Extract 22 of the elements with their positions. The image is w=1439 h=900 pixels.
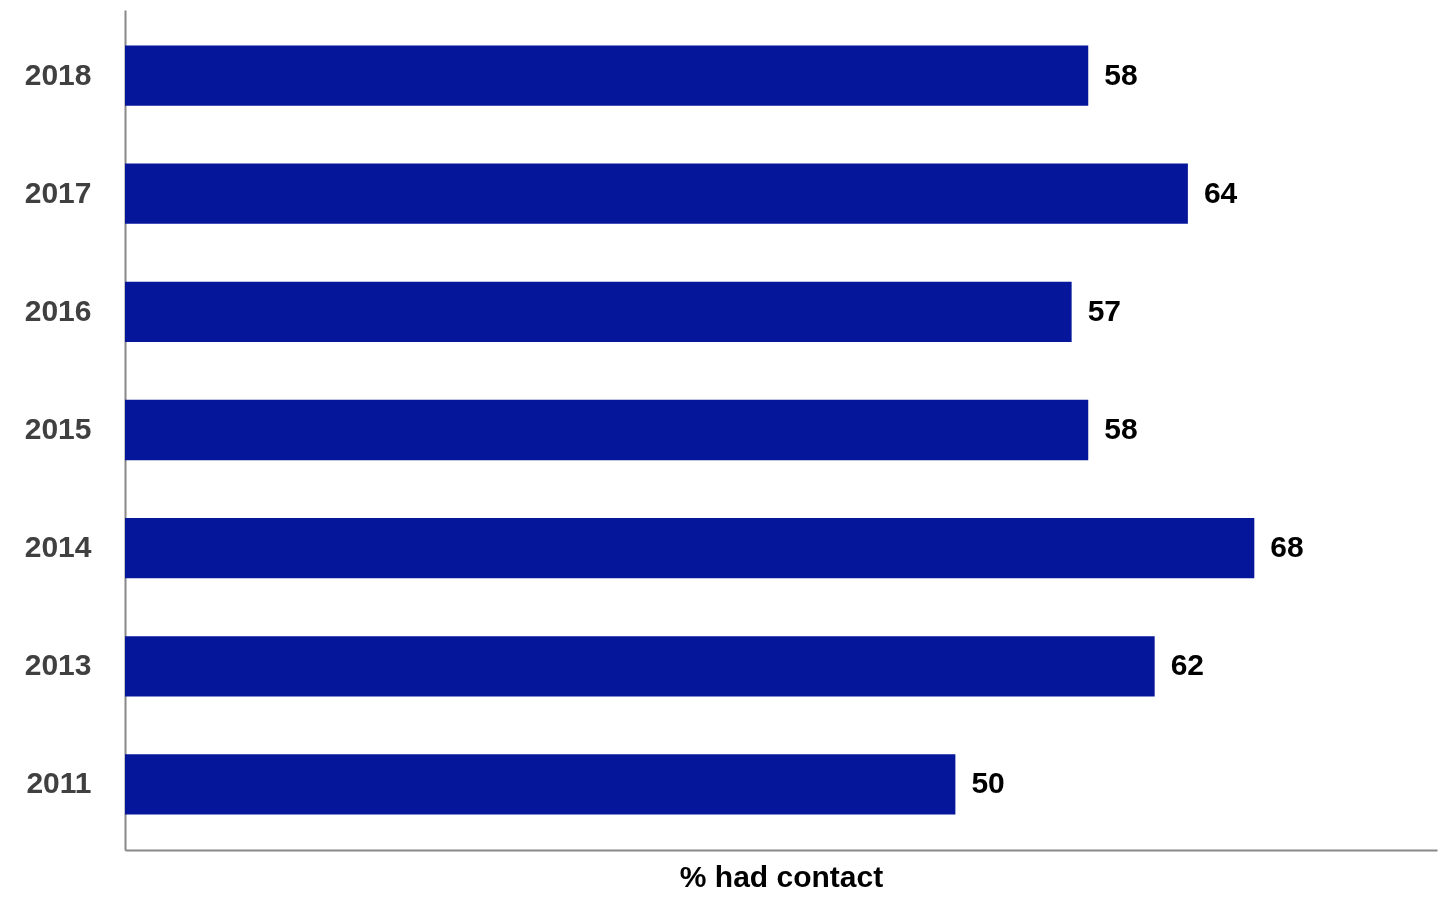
data-label: 50 bbox=[971, 766, 1005, 800]
y-tick-label: 2015 bbox=[24, 412, 92, 445]
data-label: 64 bbox=[1203, 175, 1238, 209]
y-tick-label: 2013 bbox=[24, 648, 92, 682]
data-label: 57 bbox=[1087, 293, 1122, 327]
bar bbox=[125, 163, 1188, 224]
bar bbox=[125, 518, 1255, 579]
x-axis-title: % had contact bbox=[679, 859, 884, 893]
bar bbox=[125, 636, 1155, 697]
data-label: 62 bbox=[1170, 648, 1205, 682]
bar bbox=[125, 281, 1072, 342]
y-tick-label: 2018 bbox=[24, 57, 92, 91]
bar bbox=[125, 45, 1089, 106]
bar bbox=[125, 754, 956, 815]
bar bbox=[125, 399, 1089, 461]
data-label: 58 bbox=[1104, 412, 1138, 445]
y-tick-label: 2017 bbox=[24, 175, 92, 209]
y-tick-label: 2014 bbox=[24, 530, 92, 564]
data-label: 58 bbox=[1104, 57, 1138, 91]
data-label: 68 bbox=[1270, 530, 1304, 564]
y-tick-label: 2016 bbox=[24, 293, 92, 327]
y-tick-label: 2011 bbox=[26, 766, 92, 800]
